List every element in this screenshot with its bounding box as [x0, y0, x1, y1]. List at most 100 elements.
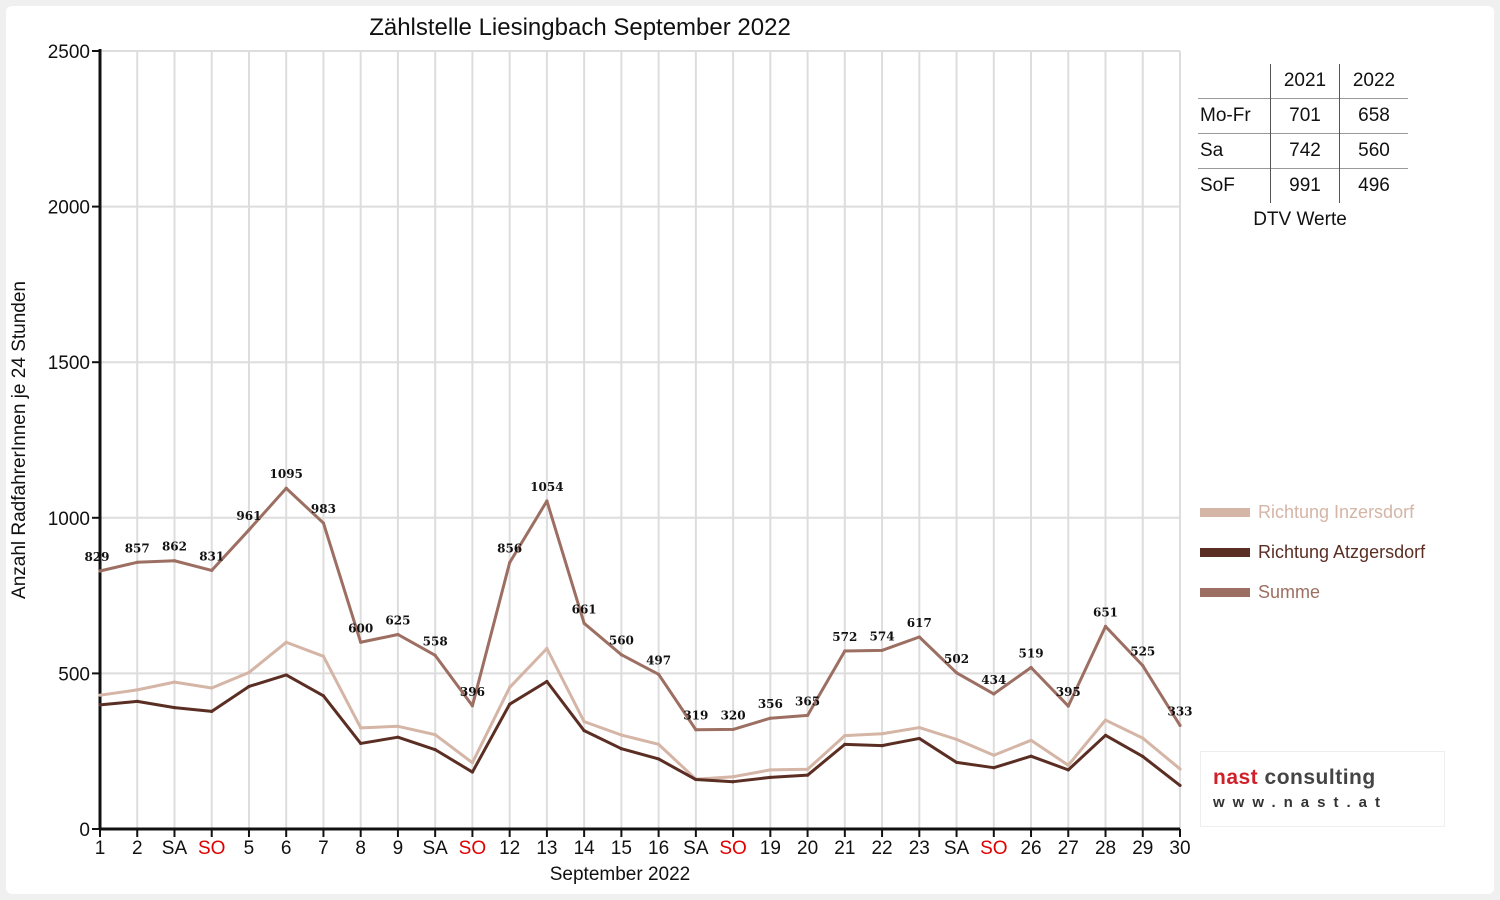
- data-point: [508, 685, 512, 690]
- x-tick-label: 7: [318, 838, 329, 859]
- data-point: [284, 673, 288, 677]
- dtv-cell: 658: [1339, 98, 1408, 134]
- data-label: 356: [758, 697, 783, 711]
- legend-label: Summe: [1258, 581, 1321, 602]
- x-tick-label: 19: [760, 838, 781, 859]
- data-label: 320: [721, 708, 746, 722]
- x-tick-label: 12: [499, 838, 520, 859]
- legend-item-inzersdorf: Richtung Inzersdorf: [1200, 492, 1425, 532]
- dtv-cell: 560: [1339, 133, 1408, 169]
- data-point: [917, 635, 921, 639]
- data-point: [321, 654, 326, 658]
- data-point: [98, 693, 102, 697]
- dtv-row: Sa 742 560: [1198, 133, 1408, 169]
- data-point: [1178, 767, 1182, 771]
- data-label: 572: [832, 630, 857, 644]
- x-tick-label: SA: [422, 838, 448, 859]
- x-tick-label: 1: [95, 838, 106, 859]
- data-point: [992, 692, 996, 696]
- data-label: 434: [981, 673, 1006, 687]
- data-point: [880, 743, 884, 748]
- dtv-caption: DTV Werte: [1253, 209, 1347, 230]
- x-tick-label: 21: [834, 838, 855, 859]
- data-point: [992, 753, 996, 757]
- x-axis-label: September 2022: [549, 864, 691, 885]
- data-point: [1066, 768, 1070, 772]
- legend-swatch: [1200, 507, 1250, 517]
- data-point: [731, 775, 735, 779]
- dtv-cell: 742: [1270, 133, 1340, 169]
- data-point: [247, 528, 251, 532]
- x-tick-label: SA: [683, 838, 709, 859]
- data-point: [135, 688, 139, 692]
- data-label: 831: [199, 549, 224, 563]
- logo-part2: consulting: [1258, 766, 1376, 789]
- data-point: [619, 653, 623, 657]
- data-point: [396, 632, 400, 637]
- data-label: 574: [870, 629, 895, 643]
- data-point: [954, 671, 959, 675]
- data-label: 560: [609, 634, 634, 648]
- legend-item-atzgersdorf: Richtung Atzgersdorf: [1200, 532, 1425, 572]
- data-label: 333: [1167, 704, 1192, 718]
- data-label: 396: [460, 685, 485, 699]
- x-tick-label: 20: [797, 838, 818, 859]
- x-tick-label: 13: [536, 838, 557, 859]
- data-label: 1095: [270, 467, 303, 481]
- data-label: 519: [1019, 646, 1044, 660]
- x-tick-label: 9: [393, 838, 404, 859]
- data-point: [98, 569, 102, 573]
- dtv-cell: 701: [1270, 98, 1340, 134]
- legend-swatch: [1200, 547, 1250, 557]
- legend-label: Richtung Inzersdorf: [1258, 501, 1415, 522]
- dtv-row-label: SoF: [1198, 168, 1271, 203]
- data-point: [992, 766, 996, 770]
- x-tick-label: 27: [1058, 838, 1079, 859]
- x-tick-label: SO: [719, 838, 746, 859]
- data-point: [470, 770, 475, 774]
- x-tick-label: SO: [459, 838, 486, 859]
- legend-swatch: [1200, 587, 1250, 597]
- chart-title: Zählstelle Liesingbach September 2022: [369, 14, 791, 41]
- x-tick-label: SA: [944, 838, 970, 859]
- data-point: [843, 734, 847, 738]
- x-tick-label: SO: [980, 838, 1007, 859]
- logo-wordmark: nast consulting: [1213, 766, 1376, 790]
- data-point: [619, 733, 623, 737]
- data-label: 502: [944, 652, 969, 666]
- data-point: [582, 720, 586, 724]
- x-tick-label: 23: [909, 838, 930, 859]
- data-point: [1029, 738, 1033, 742]
- data-point: [433, 733, 437, 737]
- data-label: 395: [1056, 685, 1081, 699]
- data-point: [359, 640, 363, 644]
- data-point: [954, 760, 959, 765]
- data-point: [805, 767, 810, 771]
- x-tick-label: 28: [1095, 838, 1116, 859]
- series-line-inzersdorf: [99, 640, 1181, 781]
- x-tick-label: 26: [1020, 838, 1041, 859]
- dtv-row-label: Sa: [1198, 133, 1271, 169]
- data-point: [1103, 624, 1108, 629]
- data-point: [805, 773, 810, 777]
- data-point: [470, 704, 475, 708]
- data-point: [98, 703, 102, 707]
- data-point: [694, 728, 698, 732]
- logo-part1: nast: [1213, 766, 1259, 789]
- data-point: [545, 646, 549, 651]
- data-point: [172, 680, 177, 684]
- data-label: 961: [236, 509, 261, 523]
- data-label: 829: [84, 550, 109, 564]
- data-point: [694, 777, 698, 782]
- data-point: [284, 486, 288, 490]
- data-label: 651: [1093, 605, 1118, 619]
- data-point: [731, 780, 735, 784]
- x-tick-label: 8: [355, 838, 366, 859]
- x-tick-label: 22: [871, 838, 892, 859]
- data-point: [1103, 733, 1108, 737]
- data-point: [582, 621, 586, 625]
- y-tick-label: 0: [79, 820, 90, 841]
- data-point: [172, 559, 177, 563]
- data-point: [359, 741, 363, 746]
- data-point: [1029, 754, 1033, 758]
